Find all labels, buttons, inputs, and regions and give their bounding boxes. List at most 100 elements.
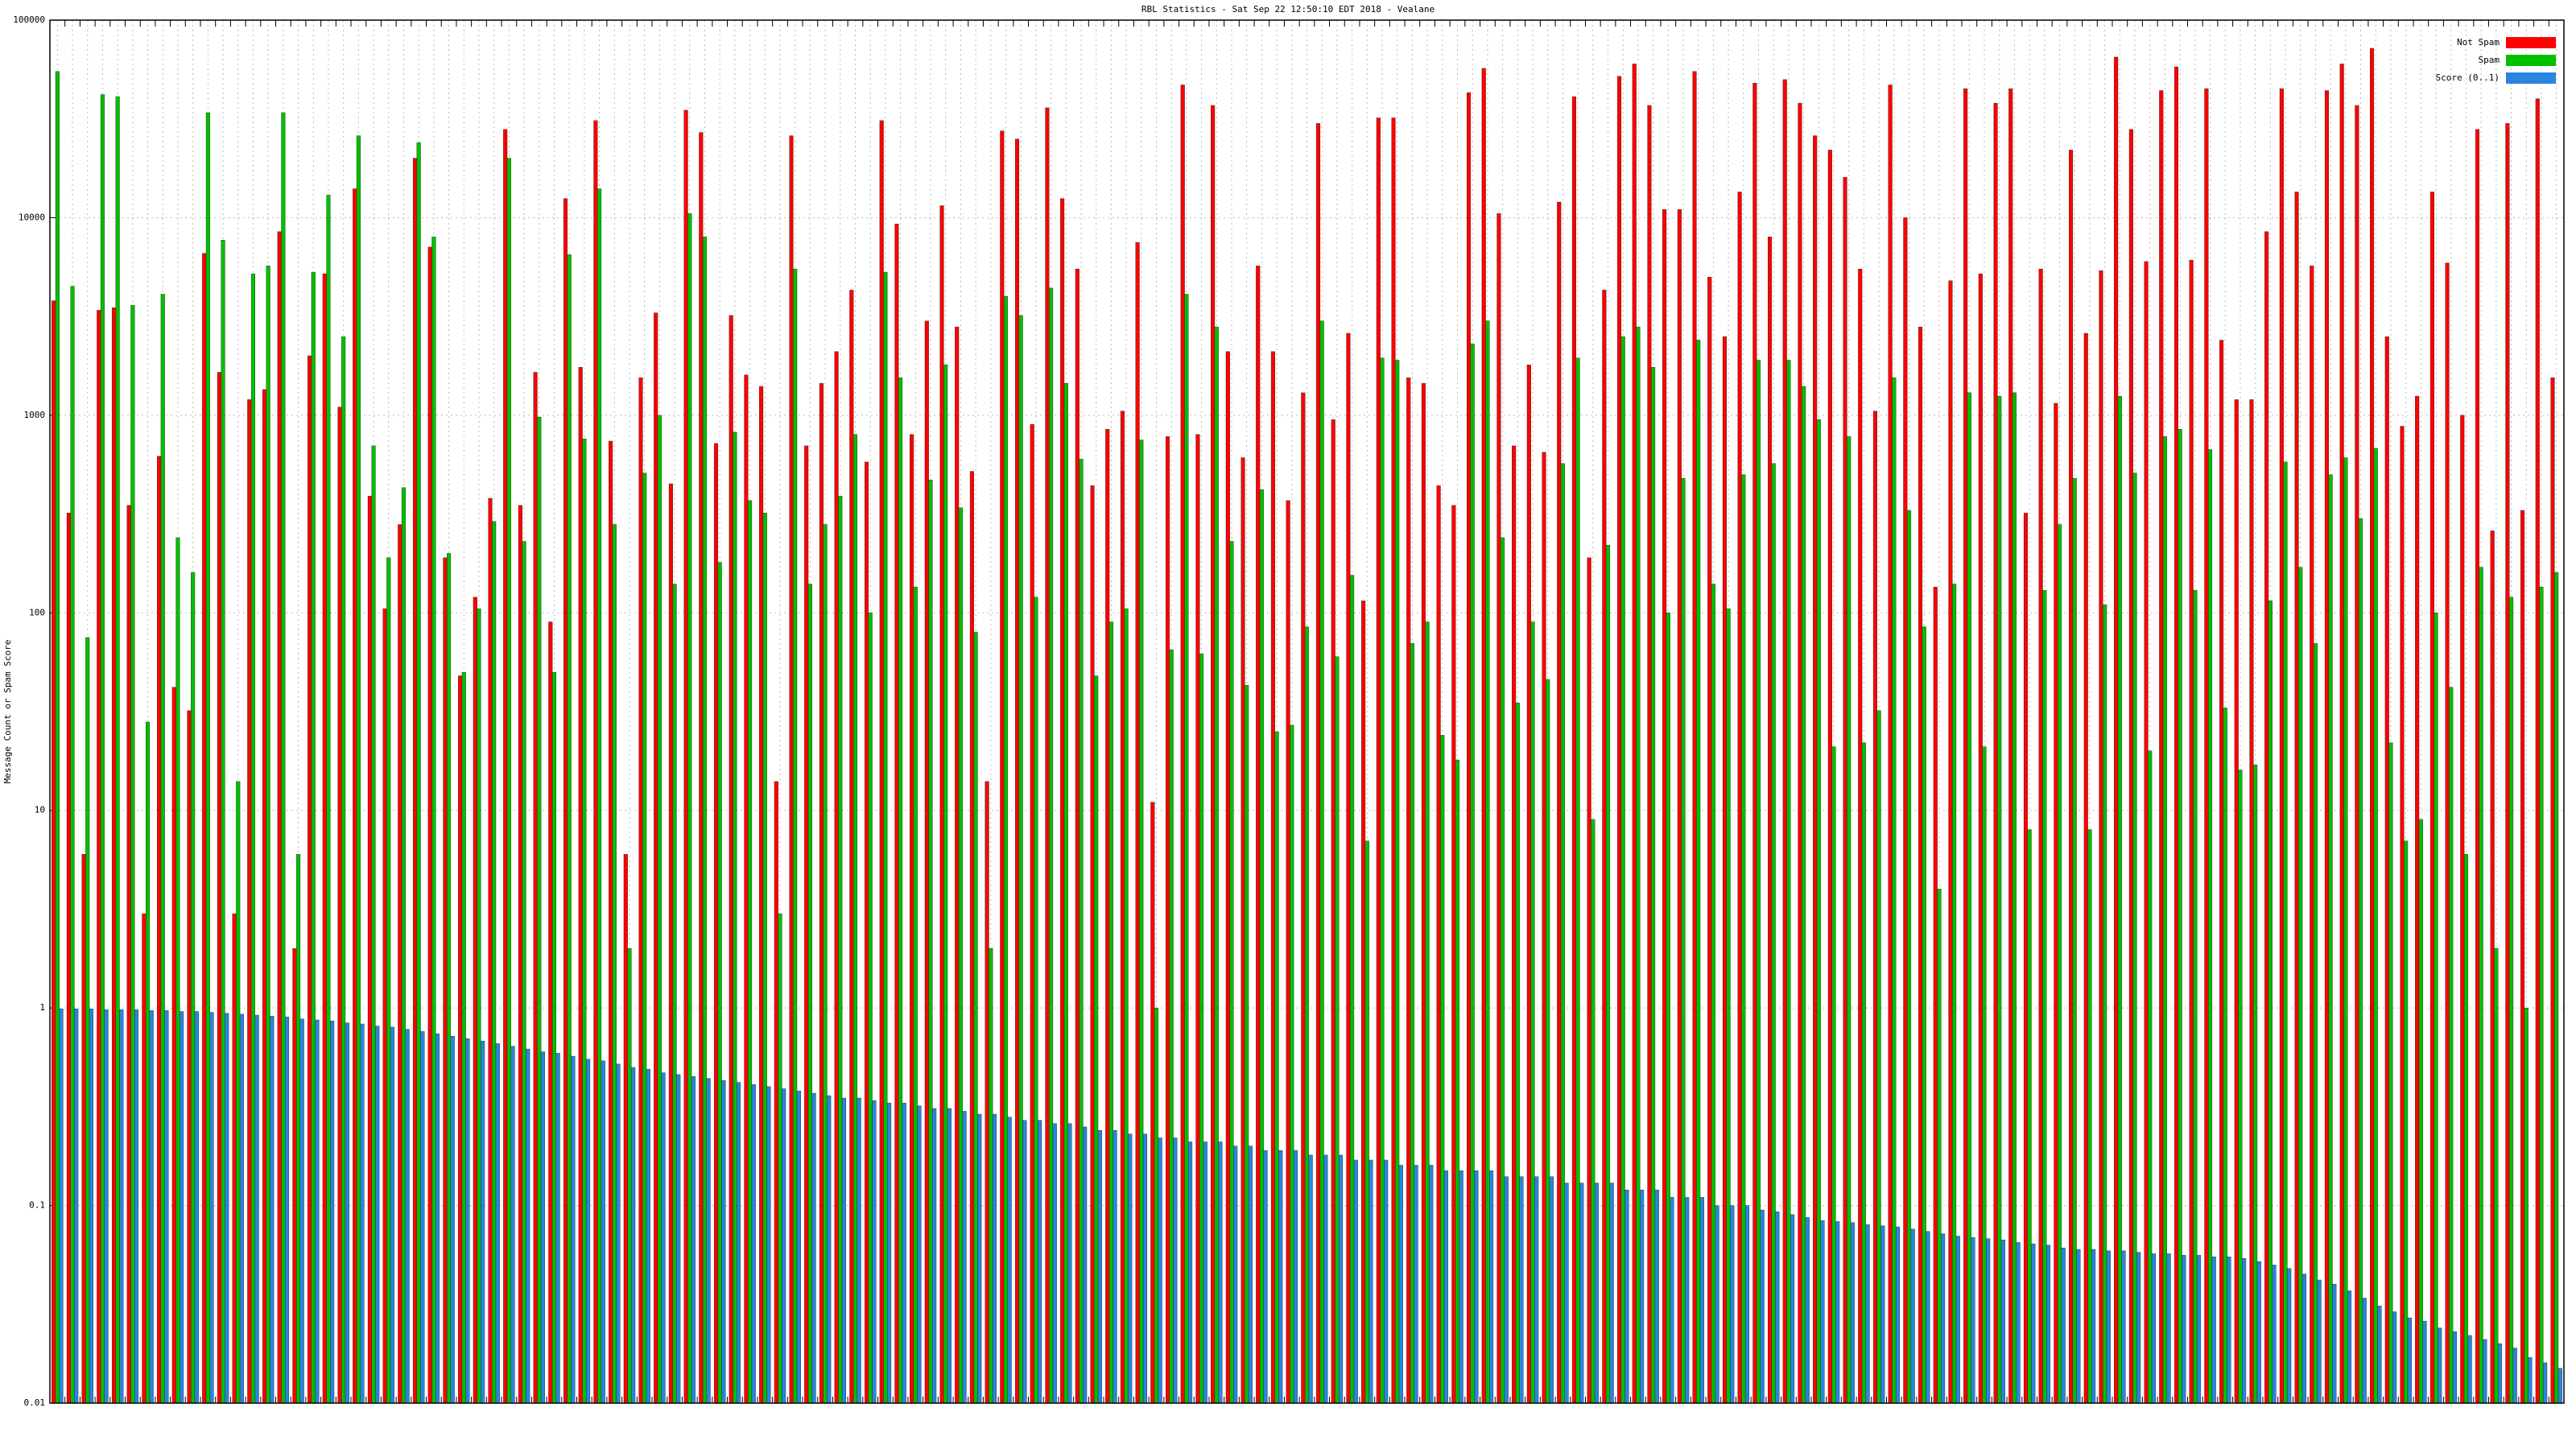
bar xyxy=(74,1009,79,1404)
bar xyxy=(367,496,372,1404)
bar xyxy=(2016,1242,2021,1404)
bar xyxy=(2479,567,2483,1404)
bar xyxy=(1414,1165,1418,1404)
bar xyxy=(2467,1335,2472,1404)
bar xyxy=(578,367,583,1404)
bar xyxy=(2317,1279,2322,1404)
bar xyxy=(924,320,929,1404)
bar xyxy=(1681,477,1686,1404)
bar xyxy=(66,513,71,1404)
bar xyxy=(1813,135,1818,1404)
plot-frame xyxy=(49,19,2565,1404)
bar xyxy=(1549,1176,1554,1404)
bar xyxy=(277,231,282,1404)
bar xyxy=(868,613,873,1404)
bar xyxy=(902,1103,906,1404)
bar xyxy=(612,524,617,1404)
bar xyxy=(1248,1146,1253,1404)
bar xyxy=(1722,336,1727,1404)
bar xyxy=(793,268,798,1404)
bar xyxy=(326,195,331,1404)
bar xyxy=(221,240,225,1404)
bar xyxy=(1443,1170,1449,1404)
bar xyxy=(737,1082,741,1404)
bar xyxy=(1263,1150,1268,1404)
bar xyxy=(1319,320,1324,1404)
bar xyxy=(540,1051,545,1404)
bar xyxy=(969,471,974,1404)
bar xyxy=(436,1034,440,1404)
bar xyxy=(1670,1197,1674,1404)
bar xyxy=(299,1018,304,1404)
bar xyxy=(955,326,960,1404)
bar xyxy=(1097,1130,1102,1404)
bar xyxy=(1651,367,1656,1404)
bar xyxy=(1876,710,1881,1404)
bar xyxy=(1858,268,1863,1404)
bar xyxy=(1406,377,1411,1404)
bar xyxy=(70,286,75,1404)
bar xyxy=(1835,1221,1840,1404)
bar xyxy=(126,505,131,1404)
bar xyxy=(1591,819,1596,1404)
y-tick-label: 10 xyxy=(35,805,45,815)
bar xyxy=(676,1074,681,1404)
bar xyxy=(864,461,869,1404)
bar xyxy=(2310,266,2314,1404)
bar xyxy=(2117,395,2122,1404)
bar xyxy=(1308,1154,1313,1404)
bar xyxy=(2166,1253,2171,1404)
bar xyxy=(1436,485,1441,1404)
bar xyxy=(1108,621,1113,1404)
bar xyxy=(119,1009,124,1404)
bar xyxy=(1203,1141,1208,1404)
bar xyxy=(2087,829,2092,1404)
bar xyxy=(2196,1255,2202,1404)
legend-swatch xyxy=(2506,37,2556,48)
bar xyxy=(1512,445,1517,1404)
bar xyxy=(427,246,432,1404)
bar xyxy=(1007,1117,1012,1404)
bar xyxy=(852,434,858,1404)
bar xyxy=(2038,268,2043,1404)
bar xyxy=(642,473,647,1404)
bar xyxy=(2377,1306,2382,1404)
bar xyxy=(194,1011,199,1404)
bar xyxy=(296,853,301,1404)
bar xyxy=(146,721,151,1404)
bar xyxy=(1654,1189,1659,1404)
bar xyxy=(337,407,342,1404)
bar xyxy=(721,1080,726,1404)
bar xyxy=(943,365,948,1404)
bar xyxy=(1154,1007,1159,1404)
bar xyxy=(1225,351,1230,1404)
bar xyxy=(2384,336,2389,1404)
bar xyxy=(330,1021,335,1404)
bar xyxy=(236,781,241,1404)
bar xyxy=(1398,1165,1403,1404)
bar xyxy=(1504,1176,1509,1404)
bar xyxy=(284,1017,290,1404)
bar xyxy=(1952,584,1957,1404)
bar xyxy=(1501,537,1505,1404)
bar xyxy=(281,112,286,1404)
bar xyxy=(205,112,210,1404)
bar xyxy=(551,671,557,1404)
bar xyxy=(2343,457,2348,1404)
bar xyxy=(1632,64,1637,1404)
bar xyxy=(1290,724,1294,1404)
bar xyxy=(1711,584,1715,1404)
y-axis-label: Message Count or Spam Score xyxy=(2,640,13,784)
bar xyxy=(492,521,497,1404)
bar xyxy=(180,1011,184,1404)
bar xyxy=(1350,575,1355,1404)
bar xyxy=(341,336,346,1404)
bar xyxy=(744,374,749,1404)
bar xyxy=(1014,138,1020,1404)
legend-label: Score (0..1) xyxy=(2436,72,2500,83)
bar xyxy=(315,1019,320,1404)
bar xyxy=(939,205,944,1404)
bar xyxy=(104,1009,109,1404)
bar xyxy=(2121,1250,2126,1404)
bar xyxy=(1707,277,1712,1404)
